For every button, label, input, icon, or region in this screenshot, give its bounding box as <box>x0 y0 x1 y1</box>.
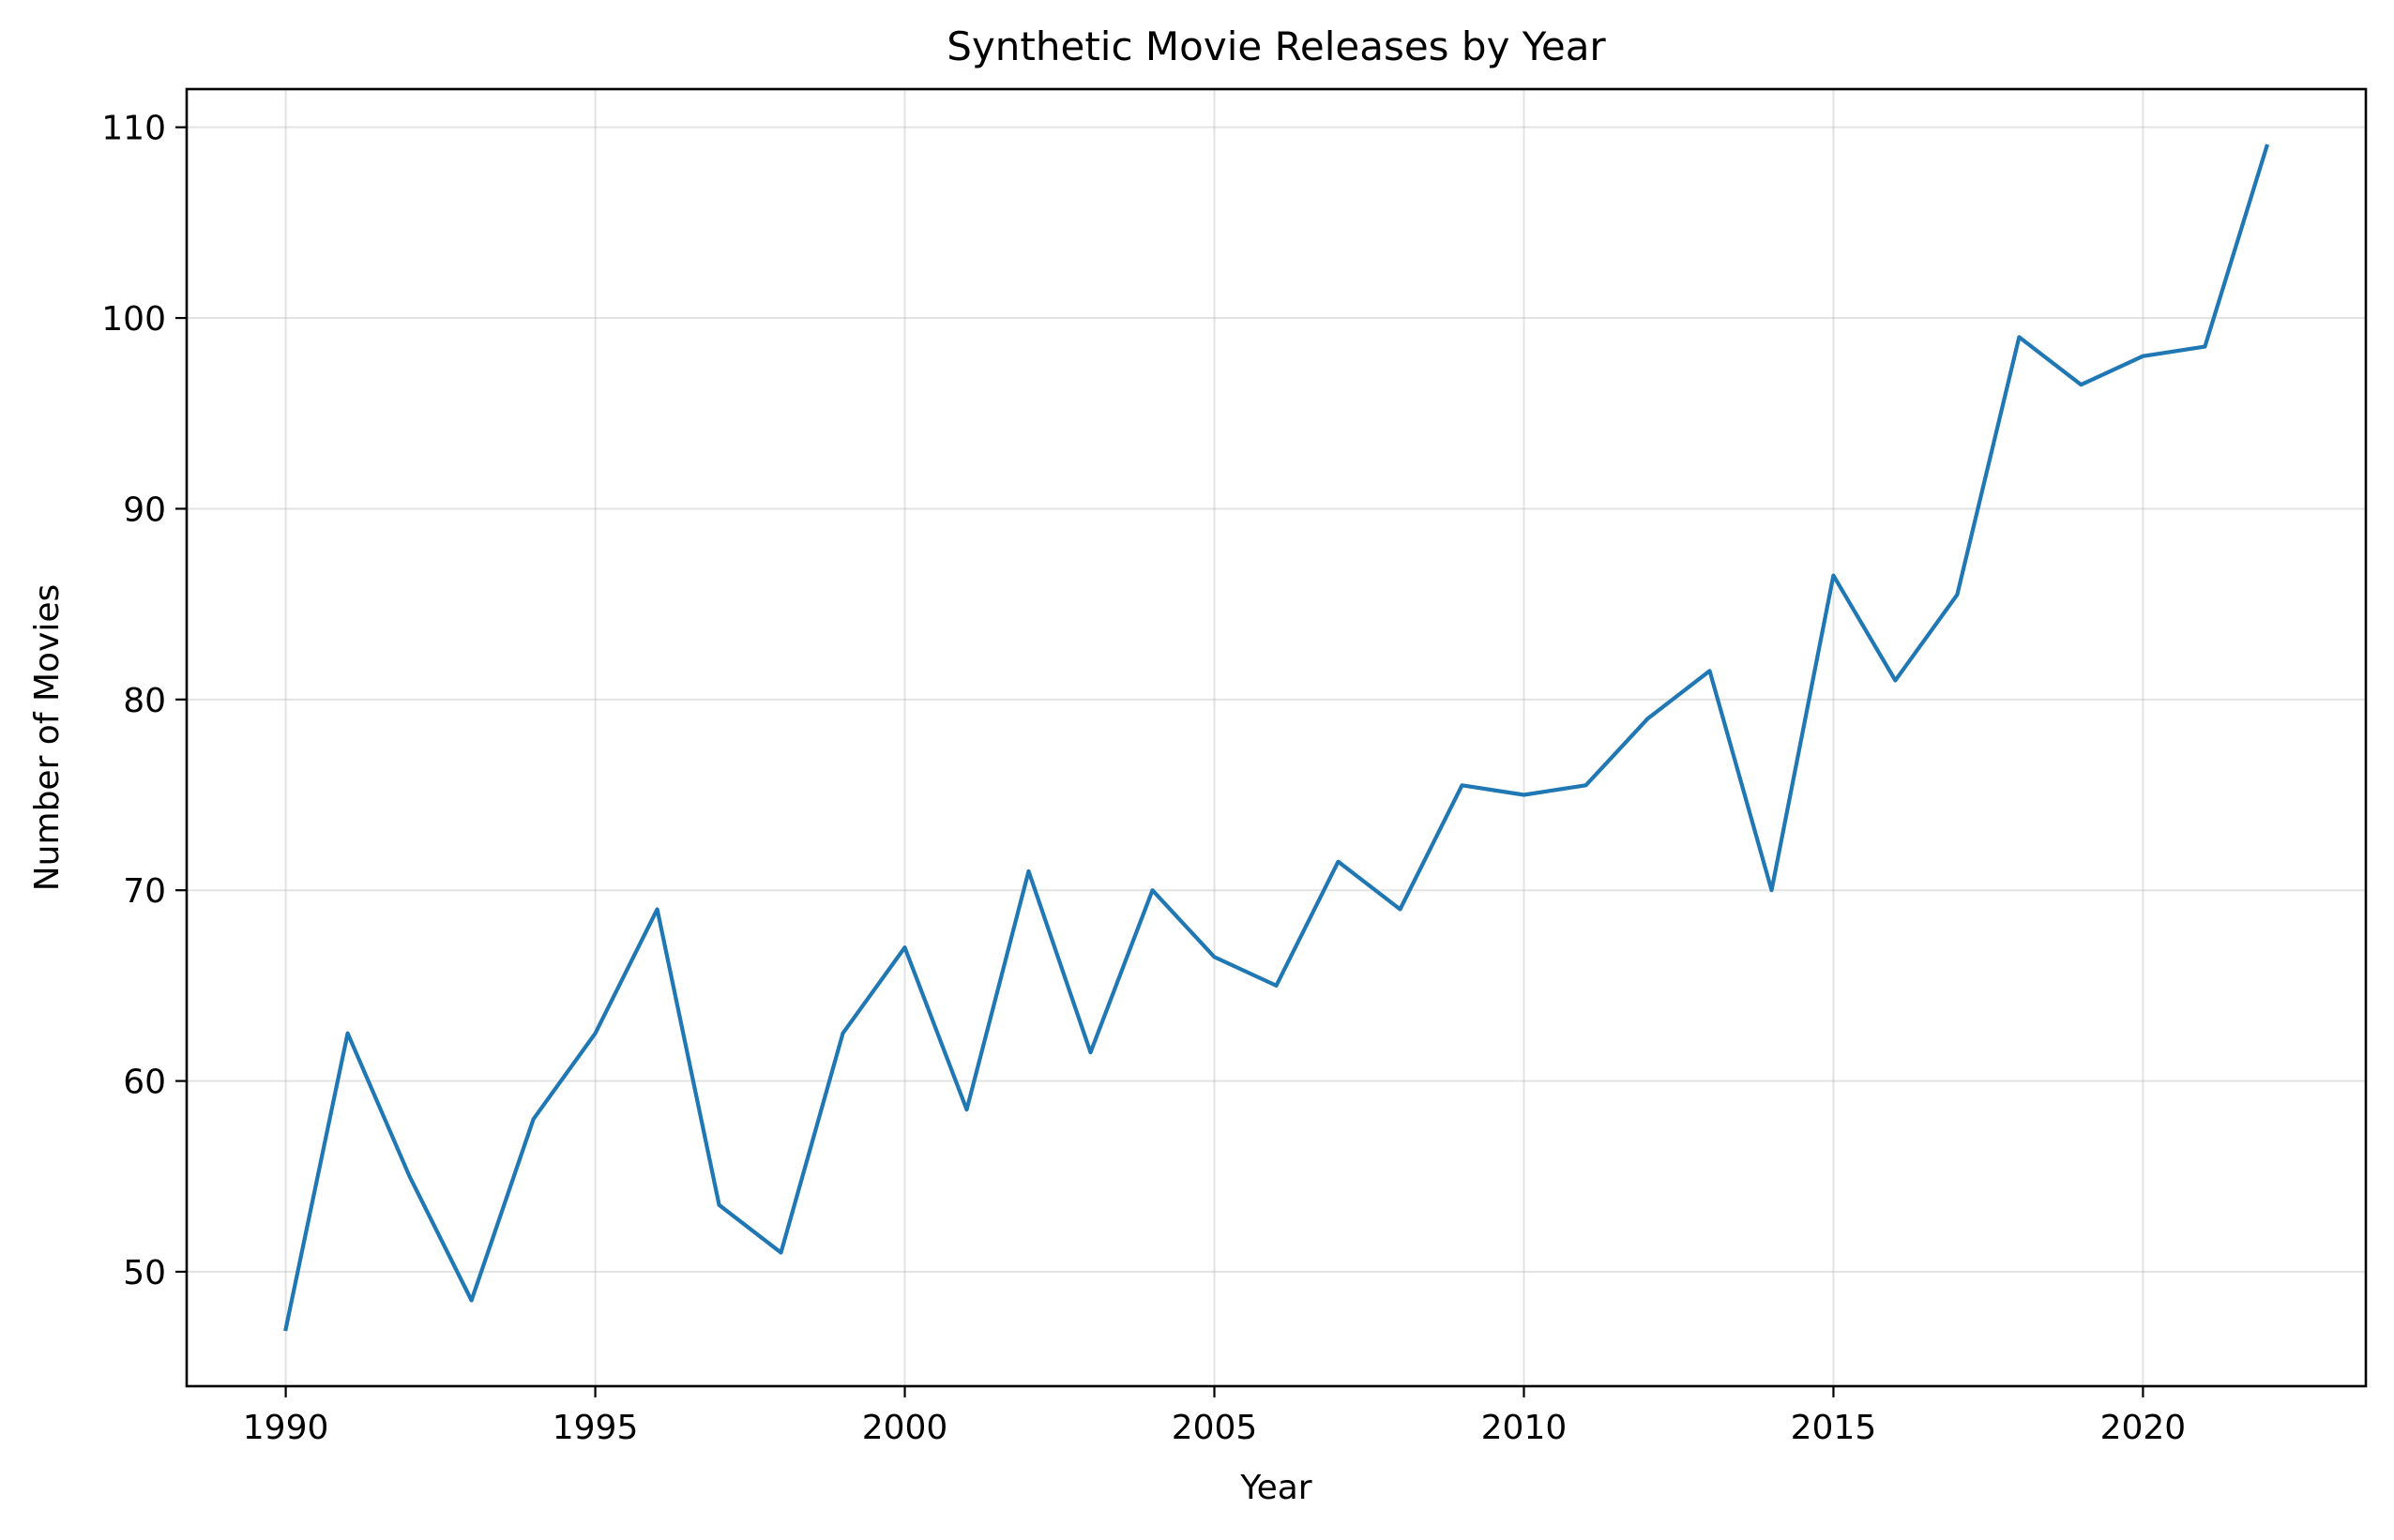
y-tick-label: 90 <box>123 491 166 529</box>
plot-frame <box>185 87 2368 1388</box>
grid <box>187 89 2366 1386</box>
x-tick-label: 2020 <box>2100 1409 2187 1447</box>
x-tick-label: 1990 <box>243 1409 329 1447</box>
x-tick-label: 1995 <box>553 1409 639 1447</box>
y-tick-label: 100 <box>101 300 166 339</box>
x-tick-label: 2015 <box>1791 1409 1877 1447</box>
x-tick-label: 2000 <box>862 1409 948 1447</box>
series-line <box>283 143 2270 1332</box>
y-tick-label: 60 <box>123 1064 166 1102</box>
series-layer <box>283 143 2270 1332</box>
y-tick-label: 50 <box>123 1254 166 1292</box>
y-axis-label: Number of Movies <box>28 584 67 892</box>
y-tick-label: 110 <box>101 110 166 148</box>
chart-title: Synthetic Movie Releases by Year <box>947 23 1606 69</box>
x-tick-label: 2010 <box>1481 1409 1568 1447</box>
ticks: 1990 1995 2000 2005 2010 2015 2020 50 60 70 80 90 10… <box>101 110 2186 1447</box>
y-tick-label: 70 <box>123 872 166 911</box>
y-tick-label: 80 <box>123 682 166 720</box>
x-tick-label: 2005 <box>1172 1409 1258 1447</box>
x-axis-label: Year <box>1239 1469 1311 1507</box>
